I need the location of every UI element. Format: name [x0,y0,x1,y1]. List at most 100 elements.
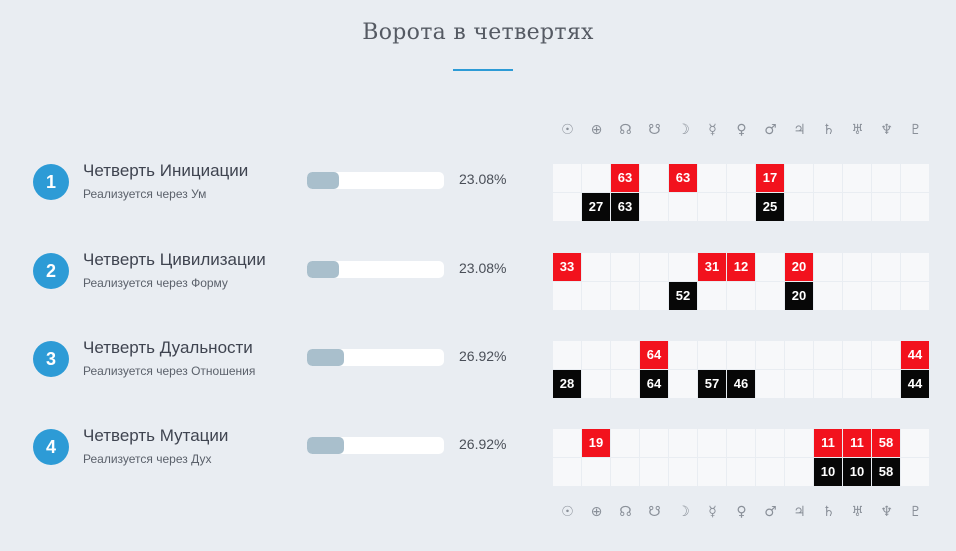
gate-cell-red[interactable]: 63 [611,164,639,192]
planet-symbol-icon: ☉ [561,122,574,138]
progress-bar-fill [307,172,339,189]
empty-cell [872,253,900,281]
gate-cell-black[interactable]: 64 [640,370,668,398]
planet-symbols-top: ☉ ⊕ ☊ ☋ ☽ ☿ ♀ ♂ ♃ ♄ ♅ ♆ ♇ [553,120,930,140]
gate-cell-red[interactable]: 31 [698,253,726,281]
empty-cell [640,429,668,457]
gate-cell-black[interactable]: 46 [727,370,755,398]
empty-cell [756,341,784,369]
empty-cell [582,370,610,398]
empty-cell [814,253,842,281]
gates-row-red: 33 31 12 20 [553,253,930,281]
empty-cell [901,282,929,310]
gate-cell-black[interactable]: 52 [669,282,697,310]
gate-cell-red[interactable]: 20 [785,253,813,281]
empty-cell [843,370,871,398]
empty-cell [553,193,581,221]
page-title: Ворота в четвертях [362,20,594,45]
planet-symbol-icon: ♆ [880,122,893,138]
planet-symbol-icon: ♃ [793,122,806,138]
quarter-name: Четверть Дуальности [83,338,253,357]
empty-cell [669,341,697,369]
empty-cell [640,253,668,281]
gate-cell-black[interactable]: 44 [901,370,929,398]
empty-cell [698,341,726,369]
gate-cell-red[interactable]: 63 [669,164,697,192]
gates-row-black: 27 63 25 [553,193,930,221]
planet-symbol-icon: ♂ [764,122,777,138]
empty-cell [611,458,639,486]
empty-cell [611,429,639,457]
empty-cell [843,193,871,221]
empty-cell [669,458,697,486]
gate-cell-black[interactable]: 10 [814,458,842,486]
gate-cell-black[interactable]: 25 [756,193,784,221]
progress-bar-fill [307,349,344,366]
planet-symbol-icon: ☋ [648,122,661,138]
planet-symbol-icon: ☊ [619,504,632,520]
gate-cell-black[interactable]: 10 [843,458,871,486]
gate-cell-black[interactable]: 57 [698,370,726,398]
gate-cell-red[interactable]: 19 [582,429,610,457]
gate-cell-red[interactable]: 58 [872,429,900,457]
empty-cell [698,193,726,221]
empty-cell [785,164,813,192]
gate-cell-red[interactable]: 33 [553,253,581,281]
gates-row-red: 63 63 17 [553,164,930,192]
empty-cell [756,282,784,310]
planet-symbol-icon: ♂ [764,504,777,520]
percent-label: 23.08% [459,171,507,187]
empty-cell [727,193,755,221]
planet-symbol-icon: ♅ [851,504,864,520]
quarter-row: 4 Четверть Мутации Реализуется через Дух 26… [0,420,956,486]
gate-cell-black[interactable]: 27 [582,193,610,221]
empty-cell [640,458,668,486]
empty-cell [872,282,900,310]
empty-cell [785,193,813,221]
empty-cell [785,341,813,369]
empty-cell [582,458,610,486]
empty-cell [872,164,900,192]
gates-row-red: 64 44 [553,341,930,369]
gate-cell-black[interactable]: 63 [611,193,639,221]
quarter-number-badge: 1 [33,164,69,200]
quarter-subtitle: Реализуется через Отношения [83,364,256,378]
empty-cell [814,193,842,221]
empty-cell [553,282,581,310]
planet-symbol-icon: ♆ [880,504,893,520]
empty-cell [814,370,842,398]
gate-cell-black[interactable]: 58 [872,458,900,486]
empty-cell [640,193,668,221]
planet-symbol-icon: ♀ [736,122,747,138]
planet-symbol-icon: ☉ [561,504,574,520]
quarter-number-badge: 2 [33,253,69,289]
progress-bar [307,261,444,278]
empty-cell [756,458,784,486]
empty-cell [582,164,610,192]
percent-label: 23.08% [459,260,507,276]
empty-cell [611,253,639,281]
gate-cell-black[interactable]: 20 [785,282,813,310]
empty-cell [756,429,784,457]
gate-cell-red[interactable]: 11 [843,429,871,457]
gate-cell-red[interactable]: 12 [727,253,755,281]
quarter-row: 2 Четверть Цивилизации Реализуется через Ф… [0,244,956,310]
gate-cell-red[interactable]: 64 [640,341,668,369]
gate-cell-black[interactable]: 28 [553,370,581,398]
title-underline [453,69,513,71]
gate-cell-red[interactable]: 17 [756,164,784,192]
planet-symbol-icon: ♄ [822,122,835,138]
planet-symbol-icon: ⊕ [590,122,603,138]
gate-cell-red[interactable]: 11 [814,429,842,457]
planet-symbols-bottom: ☉ ⊕ ☊ ☋ ☽ ☿ ♀ ♂ ♃ ♄ ♅ ♆ ♇ [553,502,930,522]
empty-cell [611,370,639,398]
quarter-number-badge: 4 [33,429,69,465]
empty-cell [756,253,784,281]
progress-bar [307,437,444,454]
gate-cell-red[interactable]: 44 [901,341,929,369]
planet-symbol-icon: ♃ [793,504,806,520]
empty-cell [901,164,929,192]
planet-symbol-icon: ☿ [708,122,717,138]
empty-cell [727,282,755,310]
planet-symbol-icon: ♇ [909,122,922,138]
